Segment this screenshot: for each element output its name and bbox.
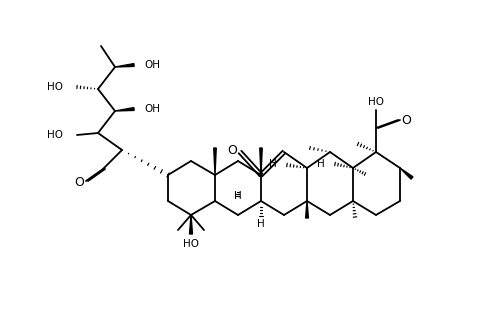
Polygon shape bbox=[260, 148, 262, 175]
Text: O: O bbox=[227, 144, 237, 157]
Text: OH: OH bbox=[144, 104, 160, 114]
Text: H: H bbox=[269, 159, 277, 169]
Polygon shape bbox=[306, 201, 308, 218]
Text: H: H bbox=[317, 159, 325, 169]
Text: HO: HO bbox=[183, 239, 199, 249]
Text: O: O bbox=[401, 113, 411, 126]
Text: H: H bbox=[257, 219, 265, 229]
Polygon shape bbox=[115, 108, 134, 111]
Polygon shape bbox=[190, 215, 193, 234]
Text: HO: HO bbox=[47, 82, 63, 92]
Polygon shape bbox=[400, 168, 413, 179]
Text: H: H bbox=[234, 191, 242, 201]
Text: OH: OH bbox=[144, 60, 160, 70]
Polygon shape bbox=[115, 64, 134, 67]
Polygon shape bbox=[214, 148, 216, 175]
Text: O: O bbox=[74, 176, 84, 189]
Text: HO: HO bbox=[368, 97, 384, 107]
Text: HO: HO bbox=[47, 130, 63, 140]
